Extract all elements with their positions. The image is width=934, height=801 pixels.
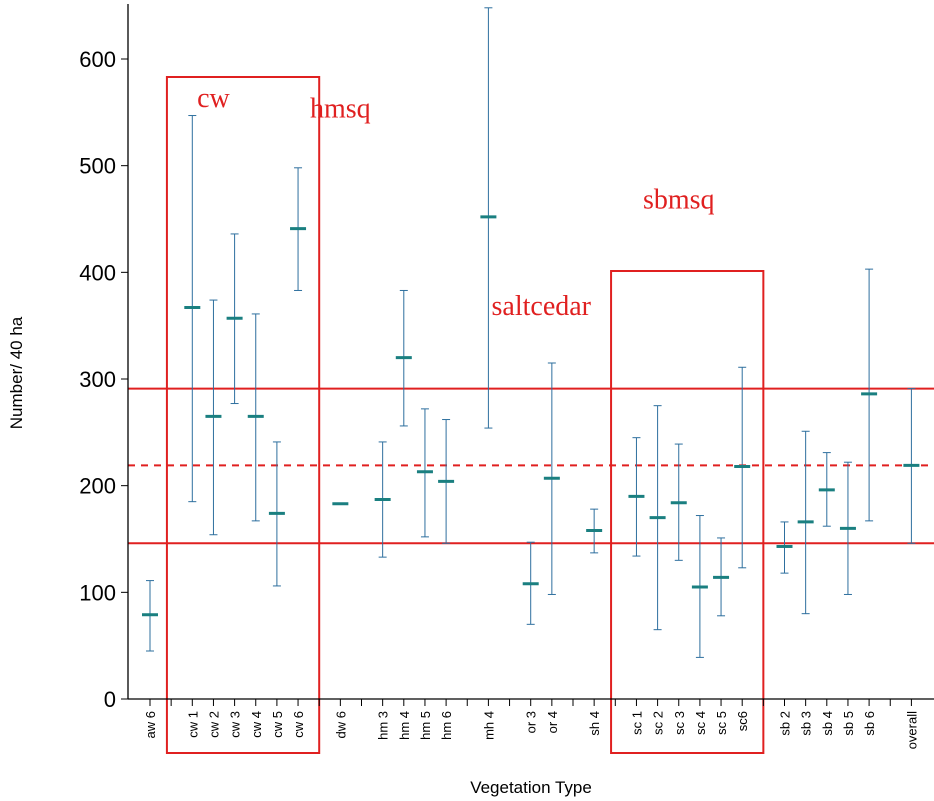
data-point-or4	[543, 362, 560, 595]
x-tick-label: cw 5	[270, 711, 285, 738]
data-point-sc2	[649, 405, 666, 631]
x-tick-label: sc 2	[651, 711, 666, 735]
x-tick-label: hm 4	[397, 711, 412, 740]
data-point-cw2	[205, 299, 222, 536]
x-tick-label: aw 6	[143, 711, 158, 738]
y-tick-label: 100	[79, 580, 116, 605]
data-point-cw6	[290, 167, 307, 291]
x-tick-label: hm 5	[418, 711, 433, 740]
x-tick-label: dw 6	[333, 711, 348, 738]
x-ticks: aw 6 cw 1 cw 2 cw 3 cw 4 cw 5 cw 6 dw 6 hm 3 hm 4…	[143, 699, 919, 749]
y-tick-label: 400	[79, 260, 116, 285]
x-tick-label: hm 6	[439, 711, 454, 740]
x-tick-label: sc 4	[693, 711, 708, 735]
x-tick-label: mh 4	[481, 711, 496, 740]
x-tick-label: sc6	[735, 711, 750, 731]
data-point-hm4	[395, 289, 412, 427]
data-point-sc1	[628, 437, 645, 557]
data-point-cw5	[268, 441, 285, 587]
x-tick-label: cw 1	[185, 711, 200, 738]
data-point-sh4	[586, 508, 603, 554]
data-point-hm5	[416, 408, 433, 538]
x-tick-label: cw 4	[249, 711, 264, 738]
group-boxes	[165, 76, 765, 754]
x-tick-label: sc 5	[714, 711, 729, 735]
data-point-or3	[522, 541, 539, 625]
data-point-sb2	[776, 521, 793, 574]
x-tick-label: cw 2	[206, 711, 221, 738]
data-point-sc3	[670, 443, 687, 561]
data-point-sb4	[818, 452, 835, 527]
data-series	[142, 7, 920, 658]
data-point-aw6	[142, 580, 158, 652]
x-tick-label: sc 3	[672, 711, 687, 735]
x-tick-label: sh 4	[587, 711, 602, 736]
x-tick-label: hm 3	[376, 711, 391, 740]
data-point-sb3	[797, 430, 814, 615]
y-tick-label: 500	[79, 154, 116, 179]
x-tick-label: cw 6	[291, 711, 306, 738]
group-label-sbmsq: sbmsq	[643, 184, 715, 215]
data-point-cw4	[247, 313, 264, 522]
x-tick-label: sb 4	[820, 711, 835, 736]
data-point-mh4	[480, 7, 497, 429]
x-tick-label: or 4	[545, 711, 560, 733]
data-point-cw3	[226, 233, 243, 405]
data-point-overall	[903, 388, 920, 544]
data-point-sc5	[713, 537, 730, 617]
data-point-hm6	[438, 419, 455, 544]
data-point-cw1	[184, 115, 201, 503]
group-box-cw	[165, 76, 321, 754]
data-point-sc4	[691, 515, 708, 658]
group-box-saltcedar	[610, 270, 765, 754]
x-axis-title: Vegetation Type	[470, 778, 592, 797]
y-tick-label: 0	[104, 687, 116, 712]
x-tick-label: sb 6	[862, 711, 877, 736]
reference-lines	[128, 387, 934, 545]
group-label-saltcedar: saltcedar	[492, 291, 592, 322]
x-tick-label: sb 2	[778, 711, 793, 736]
x-tick-label: sb 5	[841, 711, 856, 736]
group-labels: cw hmsq saltcedar sbmsq	[197, 83, 714, 322]
x-tick-label: overall	[904, 711, 919, 749]
data-point-sb6	[861, 268, 878, 522]
data-point-sb5	[839, 461, 856, 595]
x-tick-label: cw 3	[228, 711, 243, 738]
data-point-sc6	[734, 366, 751, 569]
y-axis-title: Number/ 40 ha	[7, 316, 26, 429]
x-tick-label: sb 3	[799, 711, 814, 736]
data-point-hm3	[374, 441, 391, 558]
y-tick-label: 300	[79, 367, 116, 392]
y-tick-label: 200	[79, 474, 116, 499]
y-tick-label: 600	[79, 47, 116, 72]
x-tick-label: or 3	[524, 711, 539, 733]
y-ticks: 0 100 200 300 400 500 600	[79, 47, 128, 712]
x-tick-label: sc 1	[629, 711, 644, 735]
group-label-cw: cw	[197, 83, 230, 114]
group-label-hmsq: hmsq	[310, 94, 371, 125]
